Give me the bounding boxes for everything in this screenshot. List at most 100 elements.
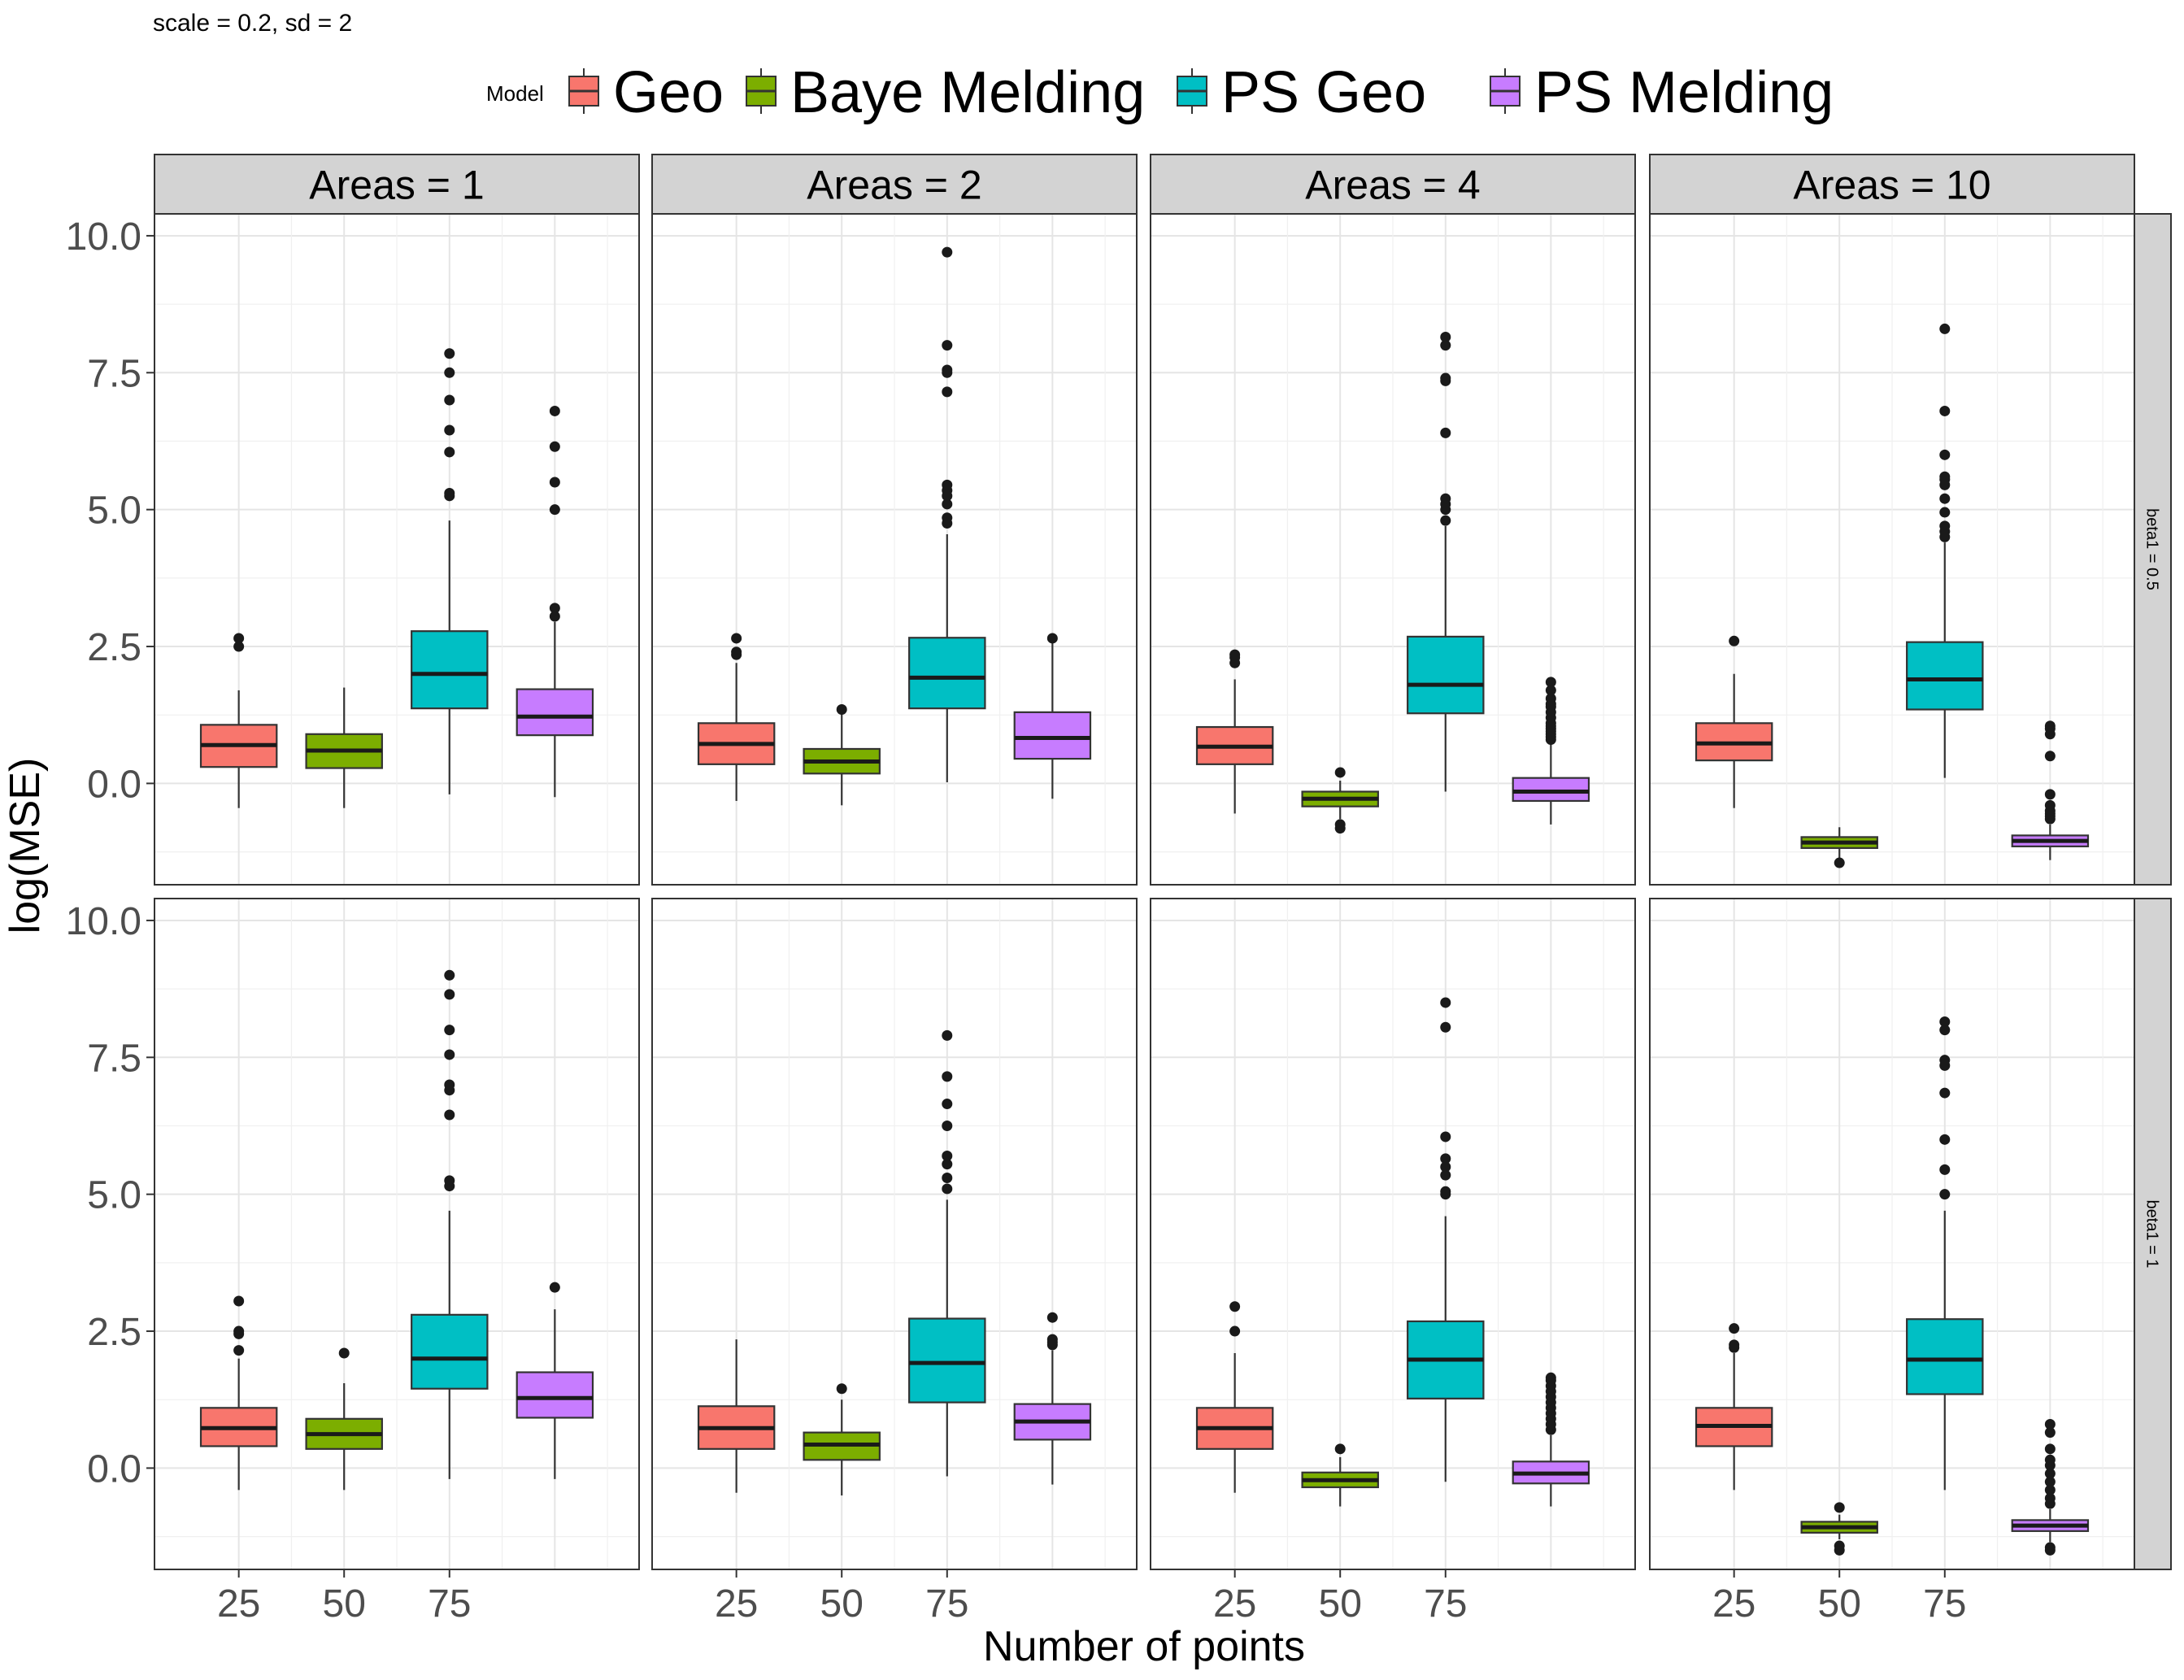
outlier-point <box>1939 323 1951 334</box>
x-axis: 25 50 75 25 50 75 25 50 75 25 50 75 <box>217 1569 1966 1626</box>
outlier-point <box>1939 471 1951 482</box>
outlier-point <box>942 1099 953 1110</box>
box-iqr <box>516 1371 594 1419</box>
outlier-point <box>2044 1544 2056 1556</box>
outlier-point <box>444 367 455 378</box>
outlier-point <box>444 446 455 458</box>
outlier-point <box>1545 693 1556 704</box>
outlier-point <box>444 989 455 1000</box>
outlier-point <box>1834 1544 1845 1556</box>
facet-panels: Areas = 1 Areas = 2 Areas = 4 Areas = 10 bet… <box>154 154 2172 1570</box>
outlier-point <box>1545 1372 1556 1383</box>
box-baye-melding <box>305 1347 383 1491</box>
outlier-point <box>1046 633 1058 644</box>
x-tick-label: 25 <box>1712 1582 1755 1626</box>
outlier-point <box>1939 405 1951 416</box>
facet-panel <box>652 214 1137 885</box>
box-ps-melding <box>1512 1372 1590 1507</box>
x-tick-label: 25 <box>217 1582 260 1626</box>
outlier-point <box>942 364 953 376</box>
chart-subtitle: scale = 0.2, sd = 2 <box>153 10 352 37</box>
box-baye-melding <box>1301 1443 1379 1507</box>
box-ps-geo <box>908 246 986 783</box>
outlier-point <box>549 504 560 516</box>
outlier-point <box>549 441 560 452</box>
legend-title: Model <box>486 81 544 106</box>
outlier-point <box>1939 1055 1951 1066</box>
outlier-point <box>2044 1476 2056 1487</box>
box-ps-melding <box>516 405 594 798</box>
facet-strip-top <box>1649 154 2135 215</box>
outlier-point <box>1939 1164 1951 1175</box>
y-axis-title: log(MSE) <box>2 758 49 934</box>
outlier-point <box>1440 1131 1451 1142</box>
y-tick-label: 7.5 <box>87 352 141 395</box>
facet-panel <box>1650 214 2134 885</box>
box-baye-melding <box>803 703 881 806</box>
y-tick-label: 0.0 <box>87 763 141 806</box>
box-iqr <box>1013 711 1092 760</box>
outlier-point <box>942 479 953 490</box>
facet-panel <box>1151 214 1635 885</box>
outlier-point <box>1939 1189 1951 1200</box>
outlier-point <box>2044 799 2056 811</box>
box-iqr <box>1906 1318 1984 1395</box>
outlier-point <box>942 512 953 524</box>
outlier-point <box>1440 997 1451 1008</box>
facet-strip-label: beta1 = 0.5 <box>2143 508 2161 590</box>
y-tick-label: 7.5 <box>87 1037 141 1080</box>
box-ps-geo <box>1906 323 1984 778</box>
outlier-point <box>1334 1443 1346 1455</box>
legend: Model Geo Baye Melding PS Geo PS Melding <box>486 60 1834 125</box>
outlier-point <box>1729 635 1740 646</box>
outlier-point <box>836 1383 847 1395</box>
outlier-point <box>444 487 455 498</box>
outlier-point <box>1440 493 1451 504</box>
outlier-point <box>1939 1087 1951 1099</box>
outlier-point <box>836 703 847 715</box>
outlier-point <box>731 646 742 658</box>
legend-item-geo: Geo <box>568 60 724 125</box>
outlier-point <box>233 633 245 644</box>
facet-strip-label: beta1 = 1 <box>2143 1200 2161 1269</box>
y-tick-label: 10.0 <box>66 900 141 943</box>
box-ps-geo <box>411 348 489 794</box>
outlier-point <box>942 1071 953 1082</box>
facet-strip-label: Areas = 4 <box>1305 163 1480 208</box>
outlier-point <box>444 1049 455 1060</box>
outlier-point <box>444 394 455 406</box>
x-tick-label: 25 <box>715 1582 758 1626</box>
box-baye-melding <box>1301 767 1379 834</box>
outlier-point <box>1939 449 1951 460</box>
outlier-point <box>1440 515 1451 526</box>
outlier-point <box>338 1347 350 1359</box>
outlier-point <box>2044 1443 2056 1455</box>
box-baye-melding <box>1800 1502 1878 1556</box>
outlier-point <box>1046 1334 1058 1345</box>
box-geo <box>199 633 278 808</box>
outlier-point <box>233 1295 245 1307</box>
x-axis-title: Number of points <box>983 1623 1305 1670</box>
outlier-point <box>1834 857 1845 868</box>
x-tick-label: 75 <box>428 1582 471 1626</box>
outlier-point <box>1440 427 1451 438</box>
facet-strip-label: Areas = 1 <box>309 163 484 208</box>
outlier-point <box>1729 1339 1740 1351</box>
facet-panel <box>154 214 639 885</box>
outlier-point <box>233 1325 245 1337</box>
box-iqr <box>1512 777 1590 803</box>
panel-border <box>651 898 1138 1570</box>
facet-panel <box>1650 899 2134 1569</box>
box-geo <box>1195 1301 1274 1493</box>
outlier-point <box>942 246 953 258</box>
outlier-point <box>2044 1454 2056 1465</box>
outlier-point <box>1440 1161 1451 1173</box>
facet-panel <box>154 899 639 1569</box>
box-ps-geo <box>908 1029 986 1477</box>
box-iqr <box>1407 635 1485 715</box>
box-ps-melding <box>2011 720 2090 860</box>
outlier-point <box>942 1183 953 1195</box>
outlier-point <box>1545 685 1556 696</box>
outlier-point <box>1046 1312 1058 1323</box>
